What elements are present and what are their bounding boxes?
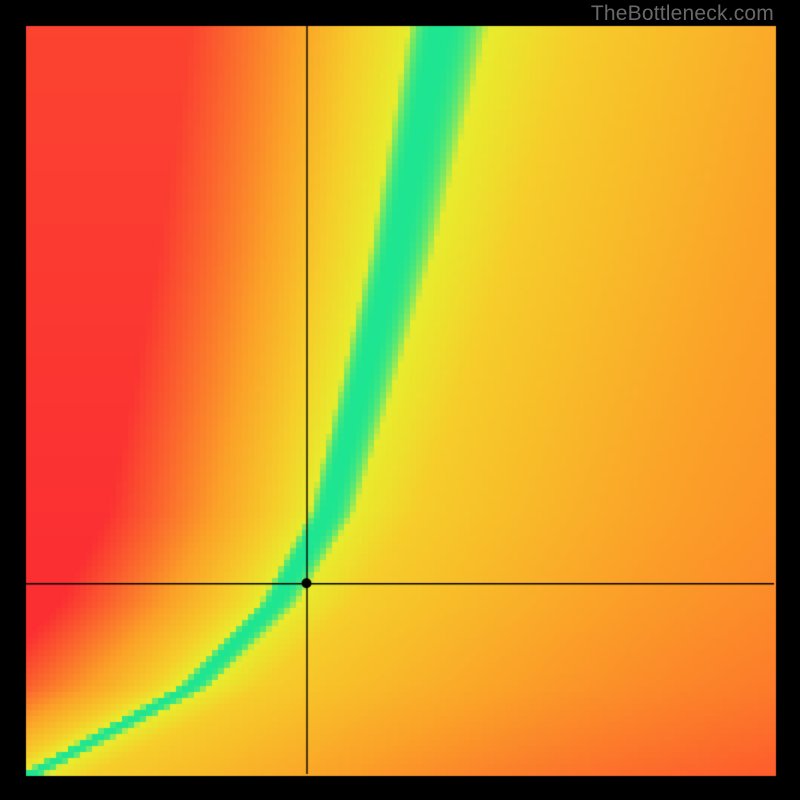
- watermark-text: TheBottleneck.com: [591, 2, 774, 26]
- bottleneck-heatmap: [0, 0, 800, 800]
- chart-container: TheBottleneck.com: [0, 0, 800, 800]
